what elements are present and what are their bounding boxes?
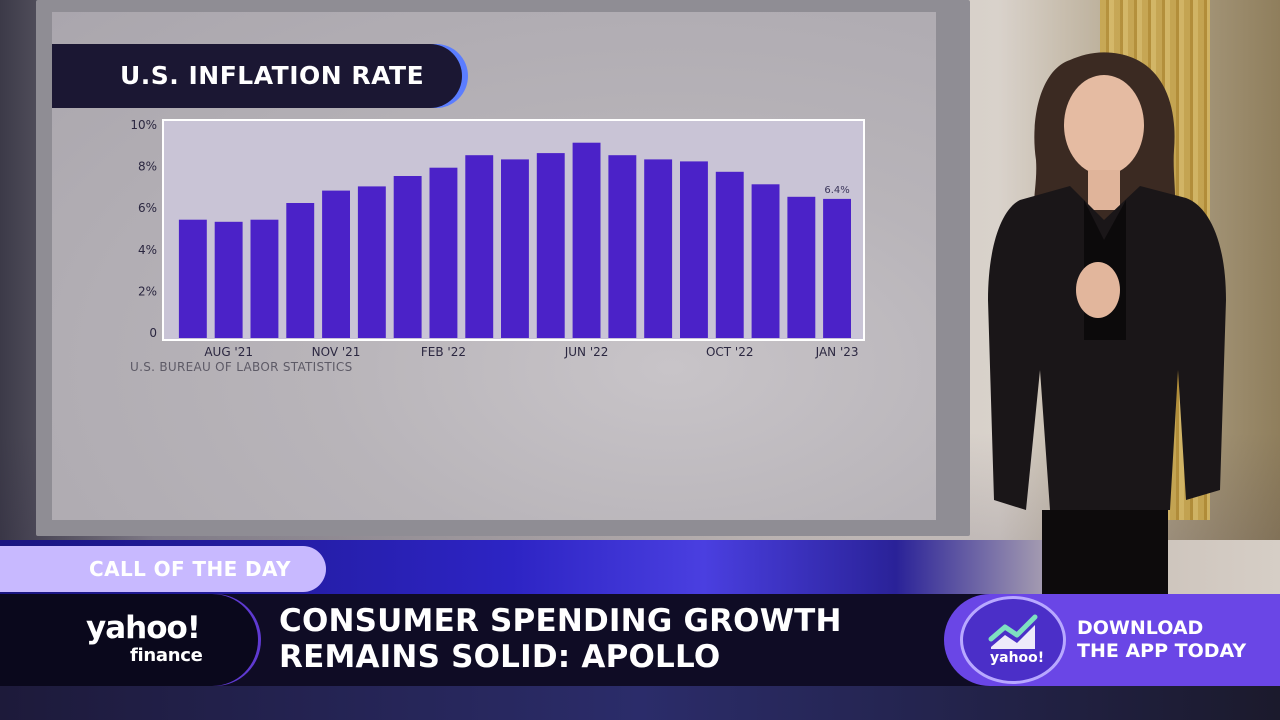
y-tick-label: 2% <box>138 284 157 298</box>
presenter <box>988 52 1226 720</box>
presenter-hands <box>1076 262 1120 318</box>
bar <box>465 155 494 338</box>
headline-line-2: REMAINS SOLID: APOLLO <box>279 639 721 675</box>
x-tick-label: JAN '23 <box>815 345 859 359</box>
app-icon-text: yahoo! <box>990 650 1045 666</box>
y-tick-label: 10% <box>130 118 157 132</box>
x-tick-label: OCT '22 <box>706 345 754 359</box>
download-app-line-2: THE APP TODAY <box>1077 640 1247 662</box>
y-axis-ticks: 0 2% 4% 6% 8% 10% <box>130 118 157 340</box>
chart-source: U.S. BUREAU OF LABOR STATISTICS <box>130 360 353 374</box>
x-tick-label: FEB '22 <box>421 345 466 359</box>
y-tick-label: 0 <box>149 326 157 340</box>
chart-trend-icon <box>988 614 1038 649</box>
chart-title: U.S. INFLATION RATE <box>120 61 425 90</box>
bar <box>214 221 243 338</box>
yahoo-finance-logo-pill <box>0 594 258 686</box>
bar <box>250 219 279 338</box>
segment-banner: CALL OF THE DAY <box>0 546 326 592</box>
data-label: 6.4% <box>824 185 849 196</box>
bottom-strip <box>0 686 1280 720</box>
download-app-line-1: DOWNLOAD <box>1077 617 1204 639</box>
chart-title-bar: U.S. INFLATION RATE <box>52 44 462 108</box>
y-tick-label: 8% <box>138 160 157 174</box>
finance-logo-text: finance <box>130 645 203 666</box>
y-tick-label: 6% <box>138 201 157 215</box>
data-labels: 6.4% <box>824 185 849 196</box>
bar <box>715 171 744 338</box>
presenter-jacket <box>988 186 1226 510</box>
bar <box>429 167 458 338</box>
bar <box>178 219 207 338</box>
bar <box>751 184 780 338</box>
bar <box>286 203 315 338</box>
bar <box>823 198 851 338</box>
x-tick-label: NOV '21 <box>312 345 361 359</box>
yahoo-logo-text: yahoo! <box>86 610 201 646</box>
x-tick-label: AUG '21 <box>204 345 253 359</box>
download-app-text[interactable]: DOWNLOAD THE APP TODAY <box>1077 617 1277 663</box>
x-tick-label: JUN '22 <box>564 345 609 359</box>
bar <box>608 155 637 338</box>
presenter-face <box>1064 75 1144 175</box>
headline: CONSUMER SPENDING GROWTH REMAINS SOLID: … <box>279 603 919 675</box>
bar <box>644 159 673 338</box>
bar <box>680 161 708 338</box>
bars <box>178 142 851 338</box>
bar <box>501 159 529 338</box>
bar <box>787 196 816 338</box>
bar <box>572 142 601 338</box>
segment-label: CALL OF THE DAY <box>89 557 291 581</box>
bar <box>393 176 422 338</box>
bar <box>536 153 565 338</box>
yahoo-app-icon <box>960 596 1066 684</box>
y-tick-label: 4% <box>138 243 157 257</box>
x-axis-ticks: AUG '21 NOV '21 FEB '22 JUN '22 OCT '22 JAN '… <box>204 345 858 359</box>
headline-line-1: CONSUMER SPENDING GROWTH <box>279 603 842 639</box>
presenter-neck <box>1088 170 1120 210</box>
bar <box>357 186 386 338</box>
bar <box>322 190 350 338</box>
